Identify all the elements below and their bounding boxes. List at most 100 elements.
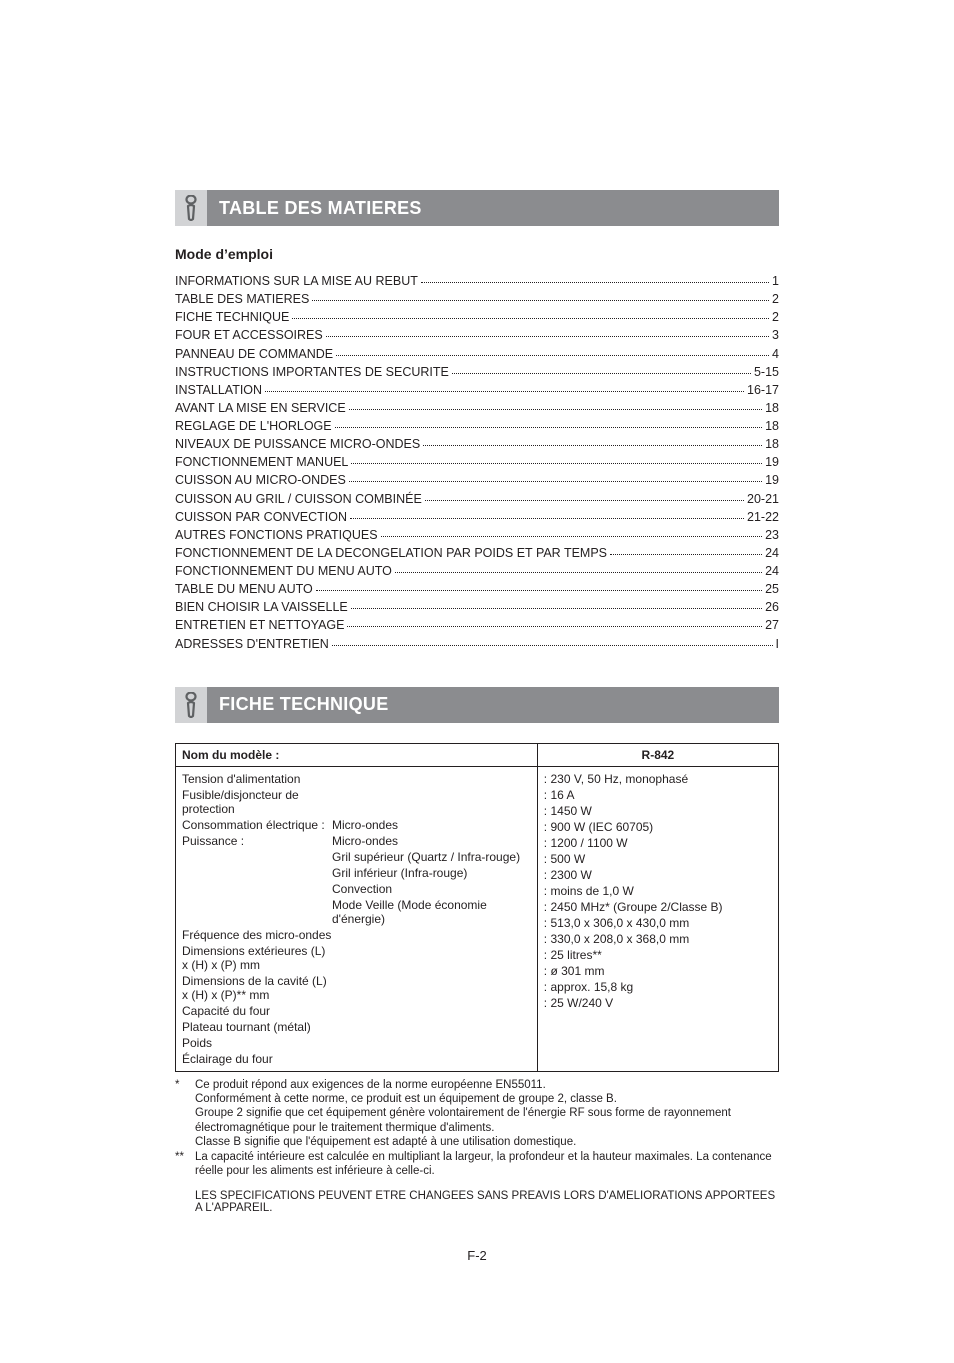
spec-sublabel: Mode Veille (Mode économie d'énergie) bbox=[332, 897, 531, 927]
spec-label: Poids bbox=[182, 1035, 332, 1051]
table-row: Mode Veille (Mode économie d'énergie) bbox=[182, 897, 531, 927]
spec-label bbox=[182, 865, 332, 881]
toc-page: 21-22 bbox=[747, 508, 779, 526]
toc-leader bbox=[332, 645, 773, 646]
spec-sublabel: Gril supérieur (Quartz / Infra-rouge) bbox=[332, 849, 531, 865]
table-row: : 2450 MHz* (Groupe 2/Classe B) bbox=[544, 899, 772, 915]
toc-label: FONCTIONNEMENT DU MENU AUTO bbox=[175, 562, 392, 580]
specs-model-value: R-842 bbox=[537, 743, 778, 766]
table-row: : 2300 W bbox=[544, 867, 772, 883]
toc-row: REGLAGE DE L'HORLOGE18 bbox=[175, 417, 779, 435]
spec-label bbox=[182, 849, 332, 865]
spec-sublabel bbox=[332, 1019, 531, 1035]
footnote-text: Ce produit répond aux exigences de la no… bbox=[195, 1078, 779, 1092]
spec-label: Plateau tournant (métal) bbox=[182, 1019, 332, 1035]
toc-row: AUTRES FONCTIONS PRATIQUES23 bbox=[175, 526, 779, 544]
toc-row: FONCTIONNEMENT DE LA DECONGELATION PAR P… bbox=[175, 544, 779, 562]
spec-sublabel bbox=[332, 1035, 531, 1051]
table-row: : 330,0 x 208,0 x 368,0 mm bbox=[544, 931, 772, 947]
toc-label: CUISSON AU MICRO-ONDES bbox=[175, 471, 346, 489]
toc-page: 2 bbox=[772, 290, 779, 308]
footnotes: *Ce produit répond aux exigences de la n… bbox=[175, 1078, 779, 1179]
footnote-mark bbox=[175, 1106, 195, 1135]
spec-label: Dimensions extérieures (L) x (H) x (P) m… bbox=[182, 943, 332, 973]
toc-leader bbox=[349, 481, 762, 482]
table-row: Éclairage du four bbox=[182, 1051, 531, 1067]
toc-label: PANNEAU DE COMMANDE bbox=[175, 345, 333, 363]
footnote-row: *Ce produit répond aux exigences de la n… bbox=[175, 1078, 779, 1092]
toc-leader bbox=[347, 626, 762, 627]
table-row: Fusible/disjoncteur de protection bbox=[182, 787, 531, 817]
toc-label: INSTALLATION bbox=[175, 381, 262, 399]
toc-page: 4 bbox=[772, 345, 779, 363]
spec-label: Dimensions de la cavité (L) x (H) x (P)*… bbox=[182, 973, 332, 1003]
table-row: : 16 A bbox=[544, 787, 772, 803]
spec-value: : 16 A bbox=[544, 787, 772, 803]
table-row: : 900 W (IEC 60705) bbox=[544, 819, 772, 835]
toc-label: NIVEAUX DE PUISSANCE MICRO-ONDES bbox=[175, 435, 420, 453]
spec-label: Éclairage du four bbox=[182, 1051, 332, 1067]
toc-label: REGLAGE DE L'HORLOGE bbox=[175, 417, 332, 435]
spec-sublabel: Micro-ondes bbox=[332, 833, 531, 849]
toc-label: FOUR ET ACCESSOIRES bbox=[175, 326, 323, 344]
toc-leader bbox=[610, 554, 762, 555]
toc-page: 16-17 bbox=[747, 381, 779, 399]
footnote-row: **La capacité intérieure est calculée en… bbox=[175, 1150, 779, 1179]
toc: INFORMATIONS SUR LA MISE AU REBUT1TABLE … bbox=[175, 272, 779, 653]
toc-leader bbox=[351, 608, 762, 609]
spec-value: : 230 V, 50 Hz, monophasé bbox=[544, 771, 772, 787]
specs-model-label: Nom du modèle : bbox=[176, 743, 538, 766]
toc-leader bbox=[312, 300, 769, 301]
toc-row: ADRESSES D'ENTRETIEN I bbox=[175, 635, 779, 653]
spec-label: Fréquence des micro-ondes bbox=[182, 927, 332, 943]
toc-leader bbox=[452, 373, 751, 374]
toc-label: ENTRETIEN ET NETTOYAGE bbox=[175, 616, 344, 634]
toc-row: BIEN CHOISIR LA VAISSELLE26 bbox=[175, 598, 779, 616]
toc-page: 25 bbox=[765, 580, 779, 598]
toc-page: 1 bbox=[772, 272, 779, 290]
toc-leader bbox=[395, 572, 762, 573]
toc-row: NIVEAUX DE PUISSANCE MICRO-ONDES18 bbox=[175, 435, 779, 453]
toc-page: 26 bbox=[765, 598, 779, 616]
table-row: Plateau tournant (métal) bbox=[182, 1019, 531, 1035]
toc-page: 19 bbox=[765, 471, 779, 489]
toc-leader bbox=[421, 282, 769, 283]
toc-row: CUISSON PAR CONVECTION 21-22 bbox=[175, 508, 779, 526]
toc-label: CUISSON PAR CONVECTION bbox=[175, 508, 347, 526]
toc-leader bbox=[326, 336, 769, 337]
toc-page: 19 bbox=[765, 453, 779, 471]
toc-page: 2 bbox=[772, 308, 779, 326]
spec-label: Capacité du four bbox=[182, 1003, 332, 1019]
table-row: Dimensions de la cavité (L) x (H) x (P)*… bbox=[182, 973, 531, 1003]
table-row: Capacité du four bbox=[182, 1003, 531, 1019]
footnote-text: La capacité intérieure est calculée en m… bbox=[195, 1150, 779, 1179]
table-row: : 1450 W bbox=[544, 803, 772, 819]
toc-row: INSTRUCTIONS IMPORTANTES DE SECURITE 5-1… bbox=[175, 363, 779, 381]
table-row: : ø 301 mm bbox=[544, 963, 772, 979]
table-row: Convection bbox=[182, 881, 531, 897]
toc-header: TABLE DES MATIERES bbox=[175, 190, 779, 226]
table-row: : 230 V, 50 Hz, monophasé bbox=[544, 771, 772, 787]
footnote-text: Classe B signifie que l'équipement est a… bbox=[195, 1135, 779, 1149]
spec-sublabel: Gril inférieur (Infra-rouge) bbox=[332, 865, 531, 881]
toc-label: TABLE DES MATIERES bbox=[175, 290, 309, 308]
table-row: : 1200 / 1100 W bbox=[544, 835, 772, 851]
info-icon bbox=[175, 687, 207, 723]
toc-label: FONCTIONNEMENT DE LA DECONGELATION PAR P… bbox=[175, 544, 607, 562]
table-row: Consommation électrique :Micro-ondes bbox=[182, 817, 531, 833]
toc-row: AVANT LA MISE EN SERVICE18 bbox=[175, 399, 779, 417]
toc-page: 24 bbox=[765, 544, 779, 562]
spec-sublabel: Convection bbox=[332, 881, 531, 897]
toc-row: INFORMATIONS SUR LA MISE AU REBUT1 bbox=[175, 272, 779, 290]
toc-leader bbox=[336, 355, 769, 356]
table-row: : approx. 15,8 kg bbox=[544, 979, 772, 995]
toc-subhead: Mode d’emploi bbox=[175, 246, 779, 262]
toc-leader bbox=[381, 536, 763, 537]
specs-title: FICHE TECHNIQUE bbox=[207, 687, 779, 723]
info-icon bbox=[175, 190, 207, 226]
toc-label: FICHE TECHNIQUE bbox=[175, 308, 289, 326]
specs-header: FICHE TECHNIQUE bbox=[175, 687, 779, 723]
toc-row: ENTRETIEN ET NETTOYAGE27 bbox=[175, 616, 779, 634]
toc-page: 18 bbox=[765, 399, 779, 417]
spec-sublabel bbox=[332, 943, 531, 973]
